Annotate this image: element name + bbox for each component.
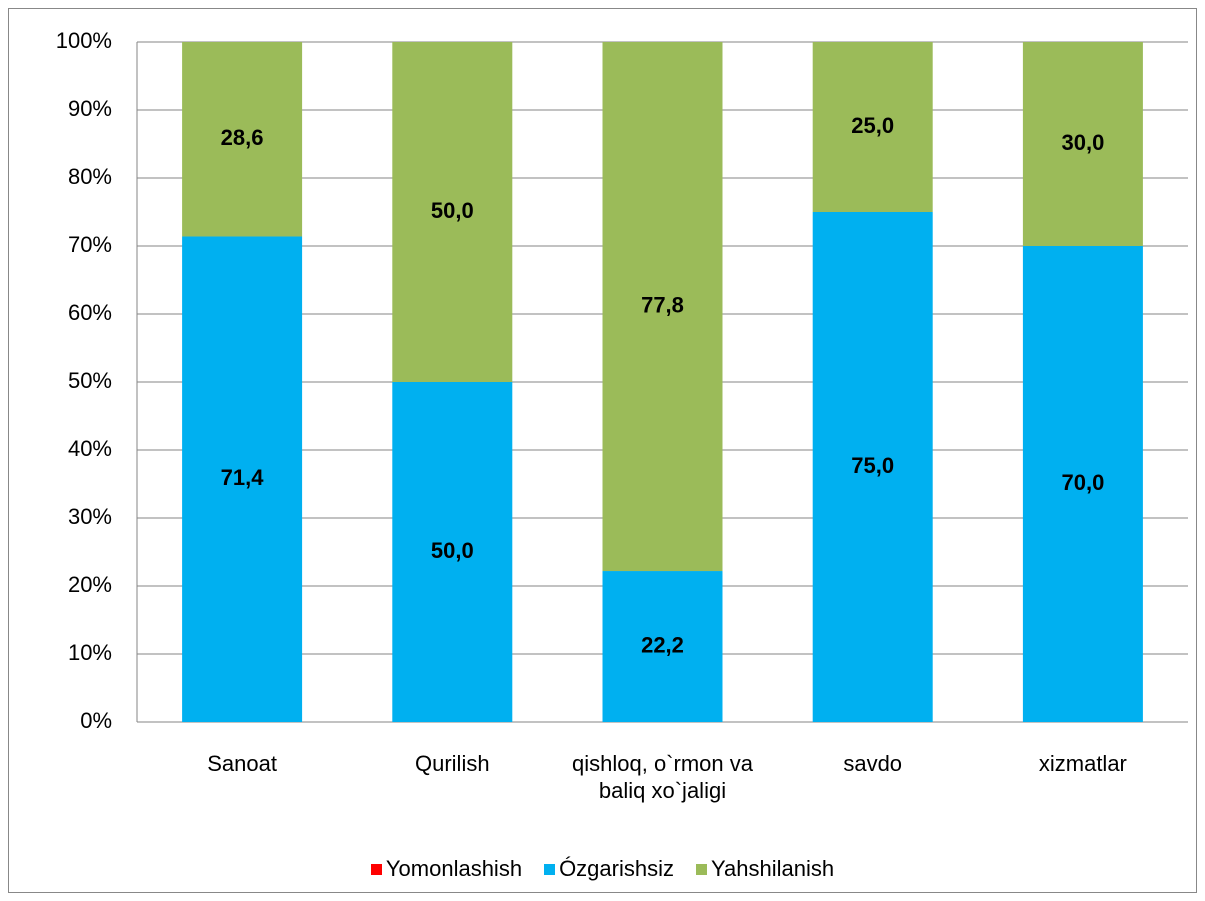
legend-item: Ózgarishsiz	[544, 856, 674, 882]
legend-swatch	[370, 863, 382, 875]
y-tick-label: 10%	[68, 640, 112, 665]
y-tick-label: 50%	[68, 368, 112, 393]
bar-segment	[1022, 246, 1143, 722]
y-tick-label: 80%	[68, 164, 112, 189]
bar-segment	[1022, 42, 1143, 246]
bar-segment	[392, 382, 513, 722]
x-tick-label: xizmatlar	[1038, 751, 1127, 776]
legend-swatch	[695, 863, 707, 875]
bar-segment	[182, 236, 303, 723]
bar-segment	[392, 42, 513, 382]
legend-label: Ózgarishsiz	[559, 856, 674, 881]
bar-segment	[602, 571, 723, 722]
data-label: 25,0	[851, 113, 894, 138]
legend-item: Yahshilanish	[695, 856, 835, 882]
data-label: 70,0	[1061, 470, 1104, 495]
bar-segment	[812, 42, 933, 212]
chart-frame	[8, 8, 1197, 893]
x-tick-label: qishloq, o`rmon va baliq xo`jaligi	[572, 751, 753, 803]
y-tick-label: 60%	[68, 300, 112, 325]
legend-item: Yomonlashish	[370, 856, 523, 882]
legend-swatch	[544, 863, 556, 875]
x-tick-label: Sanoat	[207, 751, 277, 776]
y-tick-label: 40%	[68, 436, 112, 461]
data-label: 75,0	[851, 453, 894, 478]
data-label: 22,2	[641, 632, 684, 657]
data-label: 30,0	[1061, 130, 1104, 155]
y-tick-label: 30%	[68, 504, 112, 529]
y-tick-label: 0%	[80, 708, 112, 733]
data-label: 77,8	[641, 292, 684, 317]
y-tick-label: 90%	[68, 96, 112, 121]
legend: Yomonlashish Ózgarishsiz Yahshilanish	[0, 856, 1205, 882]
data-label: 50,0	[431, 198, 474, 223]
bar-segment	[812, 212, 933, 722]
y-tick-label: 100%	[56, 28, 112, 53]
data-label: 28,6	[221, 125, 264, 150]
y-tick-label: 70%	[68, 232, 112, 257]
data-label: 50,0	[431, 538, 474, 563]
y-tick-label: 20%	[68, 572, 112, 597]
x-tick-label: Qurilish	[415, 751, 490, 776]
legend-label: Yahshilanish	[710, 856, 835, 881]
legend-label: Yomonlashish	[385, 856, 523, 881]
data-label: 71,4	[221, 465, 265, 490]
bar-segment	[602, 42, 723, 572]
bar-segment	[182, 42, 303, 237]
x-tick-label: savdo	[843, 751, 903, 776]
